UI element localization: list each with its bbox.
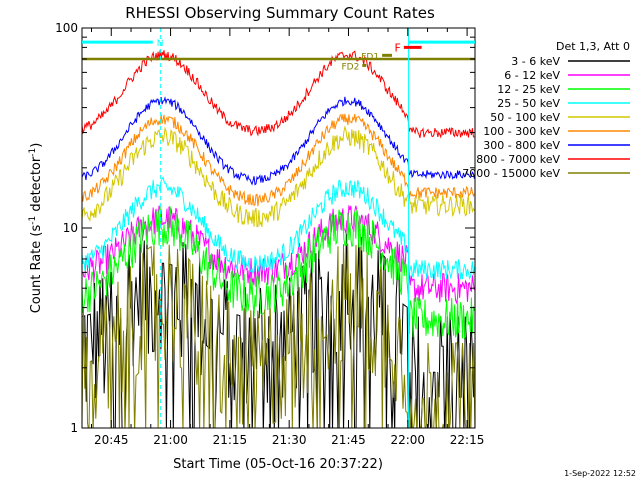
flag-n: N [82,39,164,49]
legend-label-8: 7000 - 15000 keV [462,167,560,180]
y-axis-label: Count Rate (s-1 detector-1) [28,143,44,314]
x-tick-label-2: 21:15 [213,433,248,447]
flag-label-0: N [157,39,164,49]
legend-label-6: 300 - 800 keV [483,139,560,152]
x-tick-label-0: 20:45 [94,433,129,447]
flag-label-2: FD1 [361,52,379,62]
y-axis-label-sup-2: -1 [28,148,38,157]
chart-title: RHESSI Observing Summary Count Rates [125,4,435,22]
x-axis-label: Start Time (05-Oct-16 20:37:22) [173,457,383,472]
legend-label-3: 25 - 50 keV [497,97,560,110]
flag-fd2: FD2 [341,62,367,72]
y-axis-label-sup-1: -1 [28,216,38,225]
y-axis-label-end: ) [29,143,44,148]
flag-fd1: FD1 [361,52,392,62]
x-tick-label-4: 21:45 [331,433,366,447]
flag-f: F [395,41,422,54]
legend-label-0: 3 - 6 keV [511,55,560,68]
series-line-8 [82,243,475,428]
x-tick-label-6: 22:15 [450,433,485,447]
y-axis-label-mid: detector [29,156,44,216]
series-line-0 [82,233,475,428]
series-0 [82,233,475,428]
flag-label-1: F [395,41,401,54]
legend-label-2: 12 - 25 keV [497,83,560,96]
series-8 [82,243,475,428]
legend-label-4: 50 - 100 keV [490,111,560,124]
y-axis-label-main: Count Rate (s [29,225,44,314]
legend-header: Det 1,3, Att 0 [556,40,630,53]
legend-label-7: 800 - 7000 keV [476,153,560,166]
footer-timestamp: 1-Sep-2022 12:52 [564,469,636,478]
y-tick-label-0: 1 [70,421,78,435]
flag-label-3: FD2 [341,62,359,72]
y-tick-label-1: 10 [63,221,78,235]
legend-label-1: 6 - 12 keV [504,69,560,82]
x-tick-label-1: 21:00 [153,433,188,447]
legend-label-5: 100 - 300 keV [483,125,560,138]
y-tick-label-2: 100 [55,21,78,35]
x-tick-label-5: 22:00 [390,433,425,447]
x-tick-label-3: 21:30 [272,433,307,447]
plot-area [82,28,475,428]
